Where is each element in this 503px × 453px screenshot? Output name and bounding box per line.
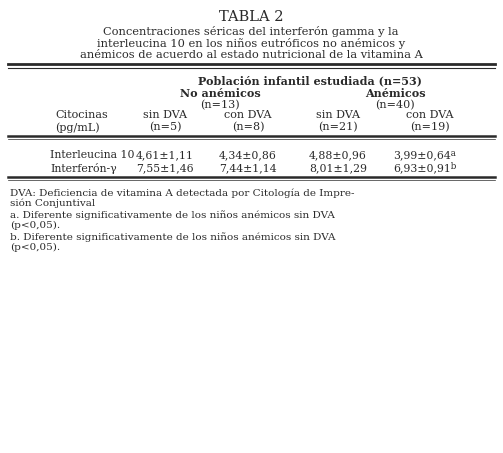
Text: (p<0,05).: (p<0,05). [10,221,60,230]
Text: (n=13): (n=13) [200,100,240,111]
Text: Anémicos: Anémicos [365,88,426,99]
Text: 4,61±1,11: 4,61±1,11 [136,150,194,160]
Text: Citocinas: Citocinas [55,110,108,120]
Text: Interleucina 10: Interleucina 10 [50,150,134,160]
Text: 4,34±0,86: 4,34±0,86 [219,150,277,160]
Text: a: a [448,149,456,158]
Text: (n=19): (n=19) [410,122,450,132]
Text: (n=8): (n=8) [232,122,264,132]
Text: (n=40): (n=40) [375,100,415,111]
Text: con DVA: con DVA [406,110,454,120]
Text: sión Conjuntival: sión Conjuntival [10,199,95,208]
Text: 3,99±0,64: 3,99±0,64 [393,150,451,160]
Text: 7,44±1,14: 7,44±1,14 [219,163,277,173]
Text: (p<0,05).: (p<0,05). [10,243,60,252]
Text: DVA: Deficiencia de vitamina A detectada por Citología de Impre-: DVA: Deficiencia de vitamina A detectada… [10,188,355,198]
Text: b: b [448,162,456,171]
Text: TABLA 2: TABLA 2 [219,10,283,24]
Text: Población infantil estudiada (n=53): Población infantil estudiada (n=53) [198,75,422,86]
Text: b. Diferente significativamente de los niños anémicos sin DVA: b. Diferente significativamente de los n… [10,232,336,242]
Text: No anémicos: No anémicos [180,88,261,99]
Text: sin DVA: sin DVA [143,110,187,120]
Text: (pg/mL): (pg/mL) [55,122,100,133]
Text: Concentraciones séricas del interferón gamma y la: Concentraciones séricas del interferón g… [103,26,399,37]
Text: interleucina 10 en los niños eutróficos no anémicos y: interleucina 10 en los niños eutróficos … [97,38,405,49]
Text: con DVA: con DVA [224,110,272,120]
Text: anémicos de acuerdo al estado nutricional de la vitamina A: anémicos de acuerdo al estado nutriciona… [79,50,423,60]
Text: 4,88±0,96: 4,88±0,96 [309,150,367,160]
Text: 8,01±1,29: 8,01±1,29 [309,163,367,173]
Text: Interferón-γ: Interferón-γ [50,163,117,174]
Text: a. Diferente significativamente de los niños anémicos sin DVA: a. Diferente significativamente de los n… [10,210,335,220]
Text: 7,55±1,46: 7,55±1,46 [136,163,194,173]
Text: (n=21): (n=21) [318,122,358,132]
Text: (n=5): (n=5) [149,122,181,132]
Text: sin DVA: sin DVA [316,110,360,120]
Text: 6,93±0,91: 6,93±0,91 [393,163,451,173]
